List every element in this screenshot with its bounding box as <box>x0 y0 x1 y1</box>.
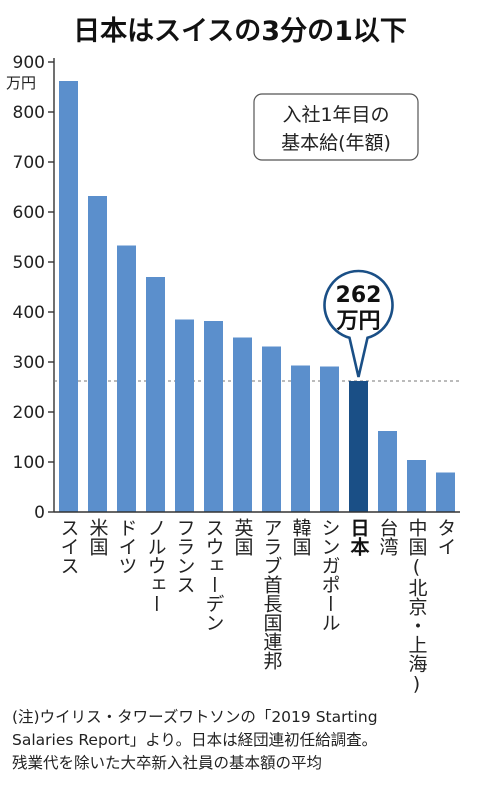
legend-line-2: 基本給(年額) <box>281 132 391 154</box>
bar-11 <box>378 431 397 512</box>
x-category-label: 日本 <box>348 518 370 557</box>
bar-1 <box>88 196 107 512</box>
note-line-3: 残業代を除いた大卒新入社員の基本額の平均 <box>12 754 322 772</box>
x-category-label: 米国 <box>87 518 109 556</box>
x-category-label: スイス <box>58 518 80 575</box>
note-line-1: (注)ウイリス・タワーズワトソンの「2019 Starting <box>12 708 378 726</box>
x-category-label: フランス <box>174 518 196 594</box>
footnote: (注)ウイリス・タワーズワトソンの「2019 Starting Salaries… <box>12 708 378 772</box>
y-tick-label: 200 <box>13 403 45 423</box>
legend-box: 入社1年目の 基本給(年額) <box>253 93 419 161</box>
x-category-label: ノルウェー <box>145 518 167 613</box>
x-category-label: タイ <box>435 518 457 556</box>
chart-title: 日本はスイスの3分の1以下 <box>73 16 407 47</box>
bar-13 <box>436 472 455 512</box>
x-category-label: 台湾 <box>377 518 399 557</box>
note-line-2: Salaries Report」より。日本は経団連初任給調査。 <box>12 731 377 749</box>
x-axis-labels: スイス 米国 ドイツ ノルウェー フランス スウェーデン 英国 アラブ首長国連邦 韓国 シンガポー… <box>58 518 457 695</box>
x-category-label: アラブ首長国連邦 <box>261 518 283 670</box>
callout-shape <box>323 269 394 378</box>
bar-7 <box>262 346 281 512</box>
x-category-label: 英国 <box>232 518 254 556</box>
x-category-label: 韓国 <box>290 518 312 556</box>
y-tick-label: 500 <box>13 253 45 273</box>
y-tick-label: 900 <box>13 53 45 73</box>
y-tick-label: 0 <box>34 503 45 523</box>
callout-unit: 万円 <box>335 309 380 334</box>
y-tick-label: 800 <box>13 103 45 123</box>
bars <box>59 81 455 512</box>
bar-12 <box>407 460 426 512</box>
bar-10 <box>349 381 368 512</box>
bar-5 <box>204 321 223 512</box>
bar-0 <box>59 81 78 512</box>
legend-line-1: 入社1年目の <box>282 104 389 126</box>
y-tick-label: 400 <box>13 303 45 323</box>
bar-9 <box>320 366 339 512</box>
bar-3 <box>146 277 165 512</box>
y-tick-label: 300 <box>13 353 45 373</box>
y-tick-label: 700 <box>13 153 45 173</box>
callout-value: 262 <box>336 283 382 308</box>
x-category-label: ドイツ <box>116 518 138 575</box>
y-axis-unit: 万円 <box>6 74 36 92</box>
y-axis: 0 100 200 300 400 500 600 700 800 900 <box>13 53 55 523</box>
x-category-label: 中国(北京・上海) <box>406 518 428 695</box>
x-category-label: シンガポール <box>319 518 341 632</box>
bar-8 <box>291 365 310 512</box>
bar-4 <box>175 319 194 512</box>
callout-bubble: 262 万円 <box>323 269 394 378</box>
y-tick-label: 100 <box>13 453 45 473</box>
bar-2 <box>117 245 136 512</box>
y-tick-label: 600 <box>13 203 45 223</box>
x-category-label: スウェーデン <box>203 518 225 632</box>
bar-6 <box>233 337 252 512</box>
